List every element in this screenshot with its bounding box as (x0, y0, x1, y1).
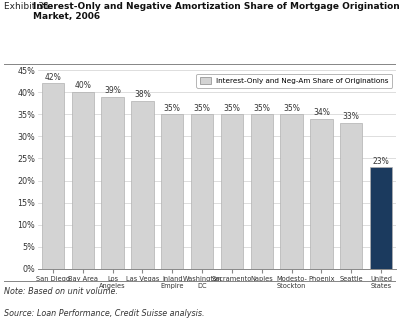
Text: 33%: 33% (343, 112, 360, 121)
Bar (42, 84, 64, 269)
Bar (250, 114, 273, 269)
Bar (370, 167, 392, 269)
Text: 38%: 38% (134, 90, 151, 99)
Bar (280, 114, 303, 269)
Text: 39%: 39% (104, 86, 121, 95)
Text: 35%: 35% (194, 104, 210, 113)
Text: 42%: 42% (44, 72, 61, 81)
Bar (221, 114, 243, 269)
Text: 34%: 34% (313, 108, 330, 117)
Bar (340, 123, 362, 269)
Bar (131, 101, 154, 269)
Text: 23%: 23% (373, 157, 390, 166)
Legend: Interest-Only and Neg-Am Share of Originations: Interest-Only and Neg-Am Share of Origin… (196, 74, 392, 88)
Bar (161, 114, 184, 269)
Text: Source: Loan Performance, Credit Suisse analysis.: Source: Loan Performance, Credit Suisse … (4, 309, 204, 318)
Text: 40%: 40% (74, 81, 91, 91)
Text: Interest-Only and Negative Amortization Share of Mortgage Originations by
Market: Interest-Only and Negative Amortization … (33, 2, 400, 21)
Bar (191, 114, 213, 269)
Text: 35%: 35% (283, 104, 300, 113)
Text: Exhibit 31:: Exhibit 31: (4, 2, 56, 11)
Text: 35%: 35% (164, 104, 181, 113)
Bar (310, 119, 333, 269)
Bar (101, 97, 124, 269)
Text: 35%: 35% (224, 104, 240, 113)
Bar (72, 92, 94, 269)
Text: Note: Based on unit volume.: Note: Based on unit volume. (4, 287, 118, 296)
Text: 35%: 35% (253, 104, 270, 113)
